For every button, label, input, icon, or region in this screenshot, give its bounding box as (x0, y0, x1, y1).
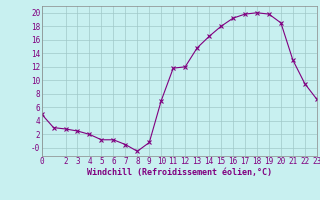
X-axis label: Windchill (Refroidissement éolien,°C): Windchill (Refroidissement éolien,°C) (87, 168, 272, 177)
